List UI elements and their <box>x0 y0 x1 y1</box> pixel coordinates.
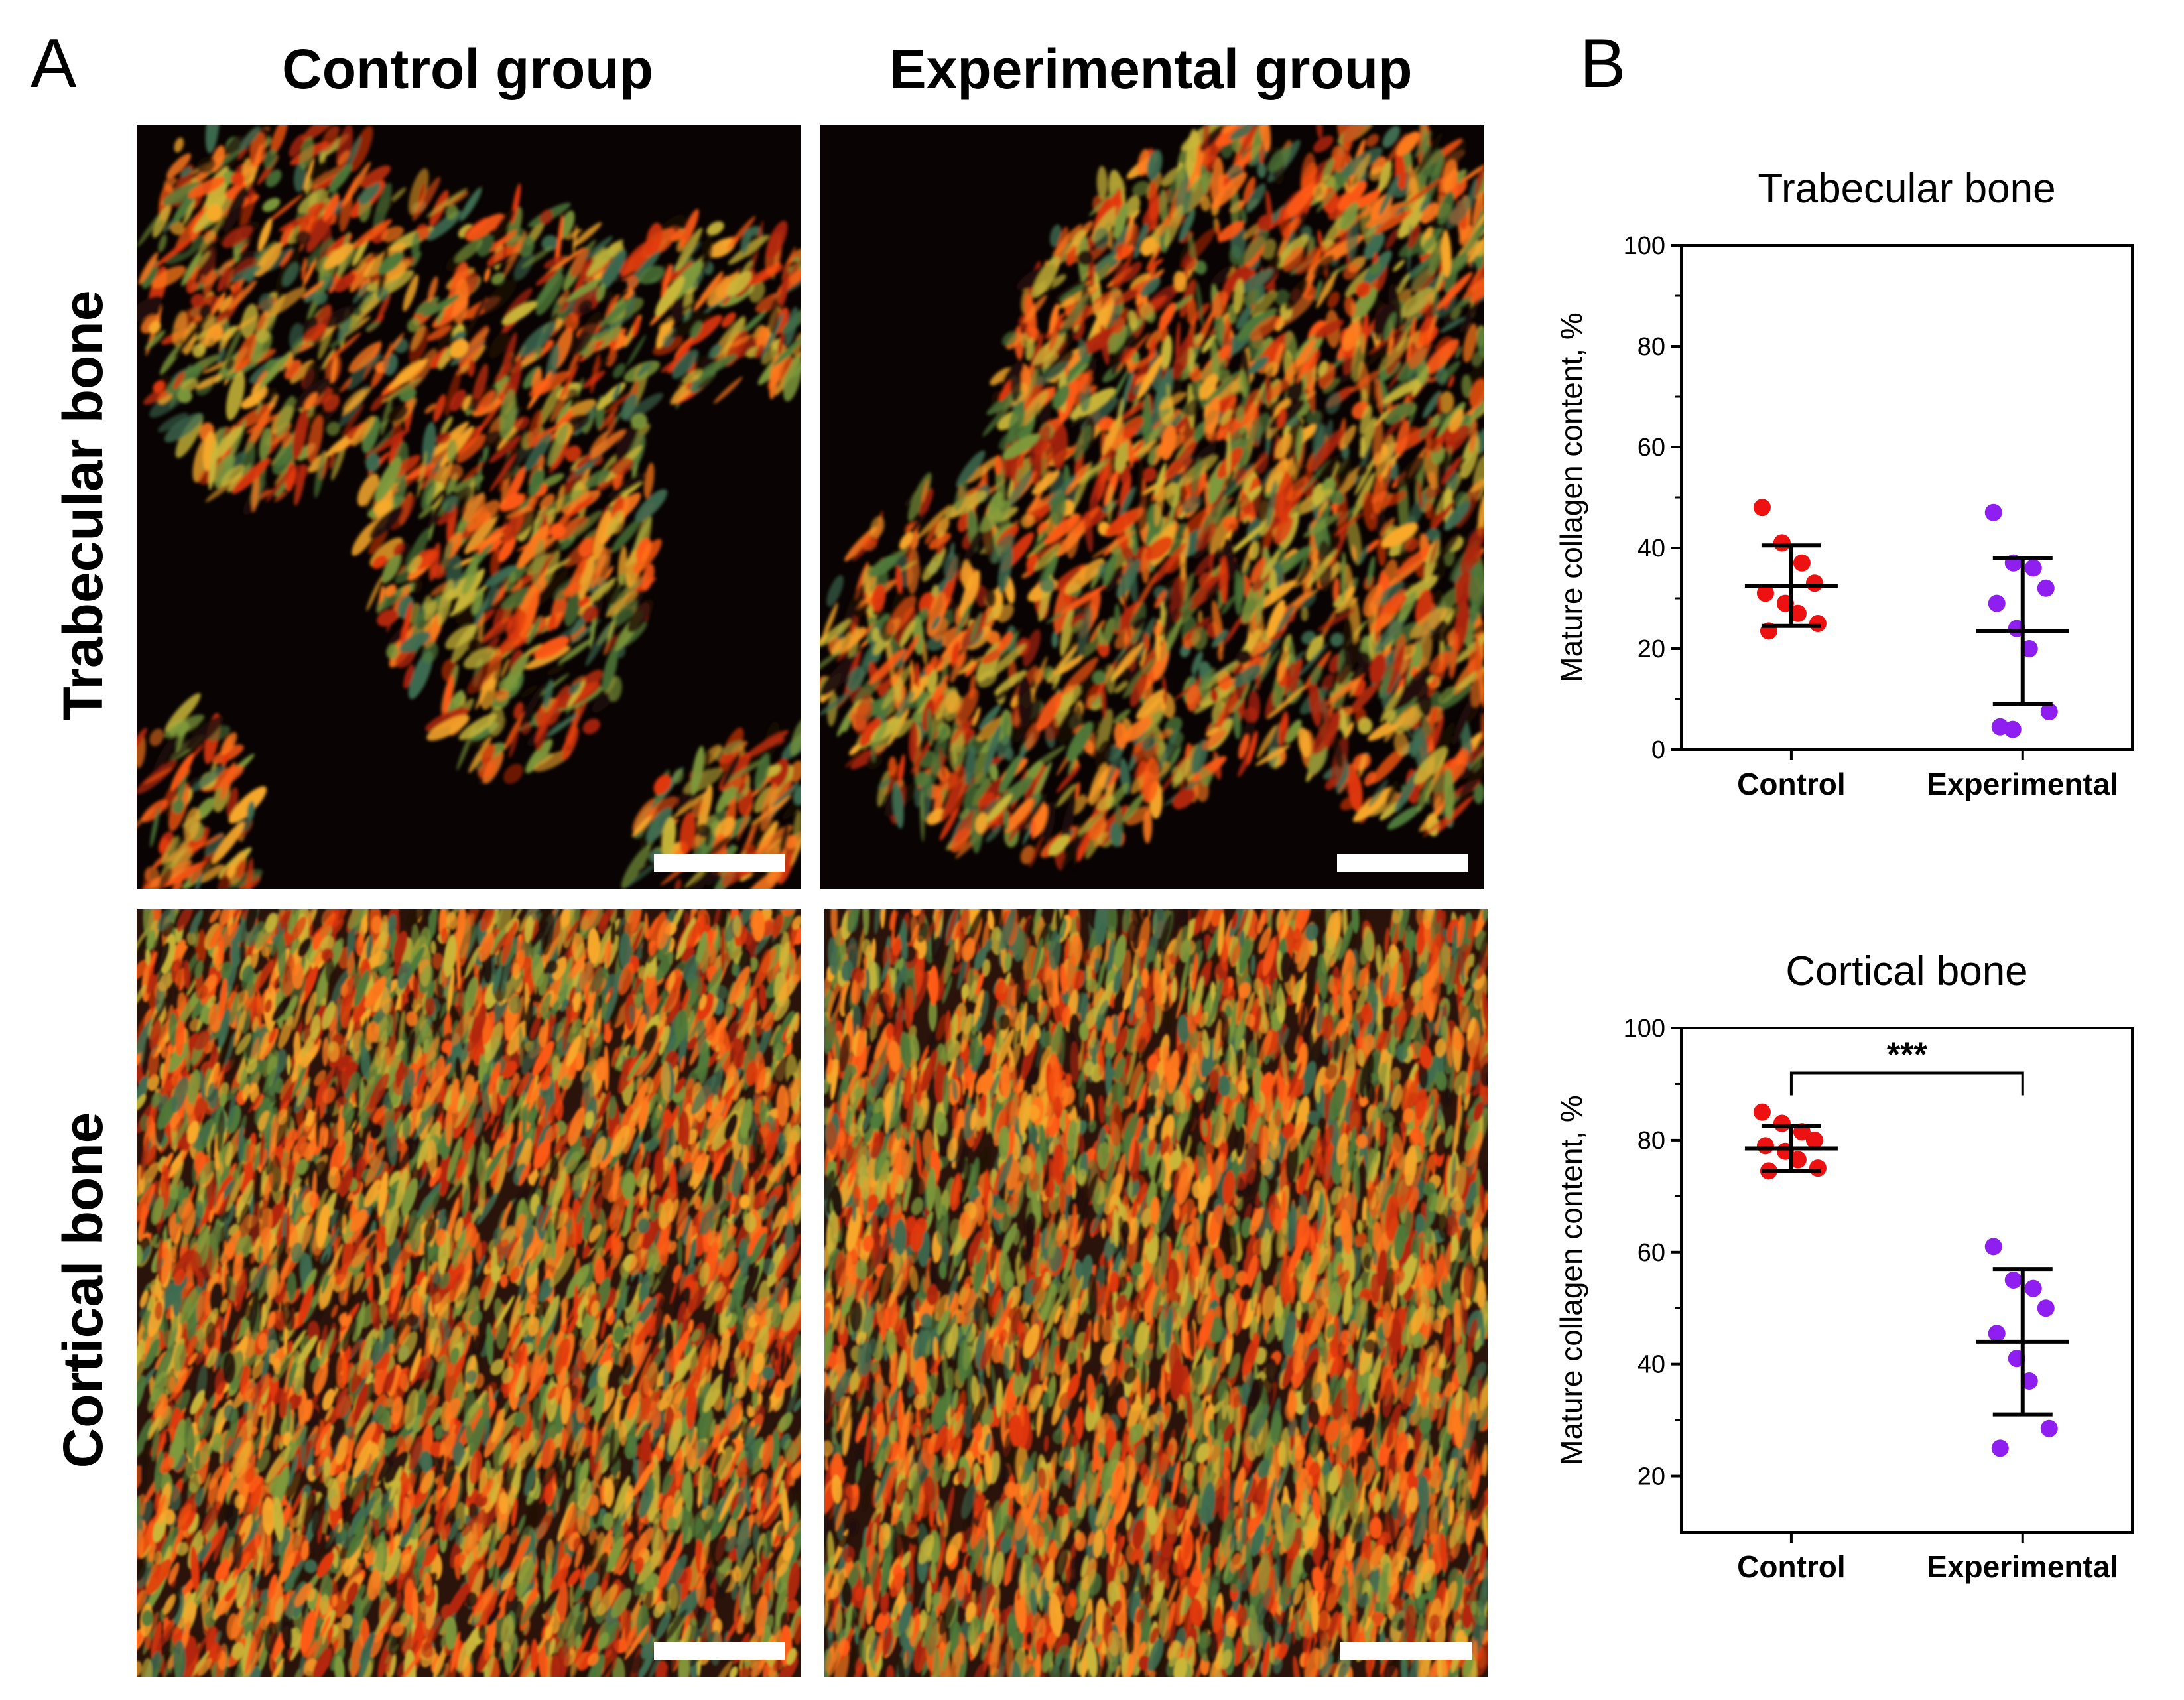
y-tick-label: 60 <box>1638 434 1665 462</box>
y-tick-label: 40 <box>1638 1351 1665 1379</box>
data-point <box>2037 1299 2055 1317</box>
y-tick-label: 40 <box>1638 535 1665 562</box>
micrograph-cortical-experimental <box>824 909 1488 1677</box>
scale-bar <box>654 854 785 872</box>
data-point <box>1793 554 1811 572</box>
data-point <box>2040 1419 2058 1437</box>
micrograph-trabecular-control <box>137 125 801 889</box>
scale-bar <box>1337 854 1468 872</box>
data-point <box>1753 499 1771 517</box>
data-point <box>1984 1238 2002 1256</box>
x-category-label: Experimental <box>1927 1549 2118 1584</box>
y-axis-label: Mature collagen content, % <box>1554 1095 1588 1465</box>
data-point <box>2024 559 2042 577</box>
y-tick-label: 60 <box>1638 1239 1665 1267</box>
y-tick-label: 100 <box>1624 1015 1665 1043</box>
data-point <box>1789 1151 1807 1169</box>
y-tick-label: 80 <box>1638 333 1665 361</box>
data-point <box>1756 584 1774 602</box>
scale-bar <box>1340 1642 1472 1660</box>
plot-frame <box>1680 244 2134 751</box>
row-label-trabecular: Trabecular bone <box>52 290 114 721</box>
data-point <box>1984 503 2002 521</box>
data-point <box>1991 1439 2009 1457</box>
data-point <box>1773 1114 1791 1132</box>
row-label-cortical: Cortical bone <box>52 1112 114 1469</box>
data-point <box>2024 1279 2042 1297</box>
scale-bar <box>654 1642 785 1660</box>
significance-bracket <box>1789 1071 2024 1096</box>
y-tick-label: 0 <box>1651 736 1665 764</box>
chart-cortical-bone: Cortical bone Mature collagen content, % 2… <box>1554 948 2134 1584</box>
y-tick-label: 80 <box>1638 1127 1665 1155</box>
data-point <box>2040 703 2058 720</box>
x-category-label: Experimental <box>1927 767 2118 801</box>
data-point <box>2020 1372 2038 1390</box>
data-point <box>2037 579 2055 597</box>
y-tick-label: 100 <box>1624 232 1665 260</box>
x-category-label: Control <box>1737 1549 1846 1584</box>
panel-b-label: B <box>1580 25 1626 102</box>
data-point <box>1805 574 1823 592</box>
data-point <box>1809 1159 1827 1177</box>
data-point <box>1988 1325 2006 1342</box>
significance-label: *** <box>1887 1036 1927 1075</box>
data-point <box>1753 1103 1771 1121</box>
plot-frame <box>1680 1027 2134 1534</box>
chart-title: Trabecular bone <box>1758 166 2055 212</box>
x-category-label: Control <box>1737 767 1846 801</box>
data-point <box>1773 534 1791 552</box>
y-tick-label: 20 <box>1638 1463 1665 1491</box>
y-tick-label: 20 <box>1638 635 1665 663</box>
y-axis-label: Mature collagen content, % <box>1554 312 1588 682</box>
data-point <box>1809 615 1827 632</box>
data-point <box>1988 594 2006 612</box>
chart-trabecular-bone: Trabecular bone Mature collagen content, … <box>1554 166 2134 801</box>
micrograph-cortical-control <box>137 909 801 1677</box>
panel-a-label: A <box>31 25 77 102</box>
column-title-control: Control group <box>282 38 653 100</box>
data-point <box>1805 1131 1823 1149</box>
micrograph-trabecular-experimental <box>820 125 1484 889</box>
data-point <box>2004 720 2022 738</box>
column-title-experimental: Experimental group <box>889 38 1413 100</box>
data-point <box>1756 1137 1774 1155</box>
data-point <box>2004 1272 2022 1289</box>
chart-title: Cortical bone <box>1785 948 2027 994</box>
data-point <box>2020 640 2038 657</box>
data-point <box>1789 604 1807 622</box>
